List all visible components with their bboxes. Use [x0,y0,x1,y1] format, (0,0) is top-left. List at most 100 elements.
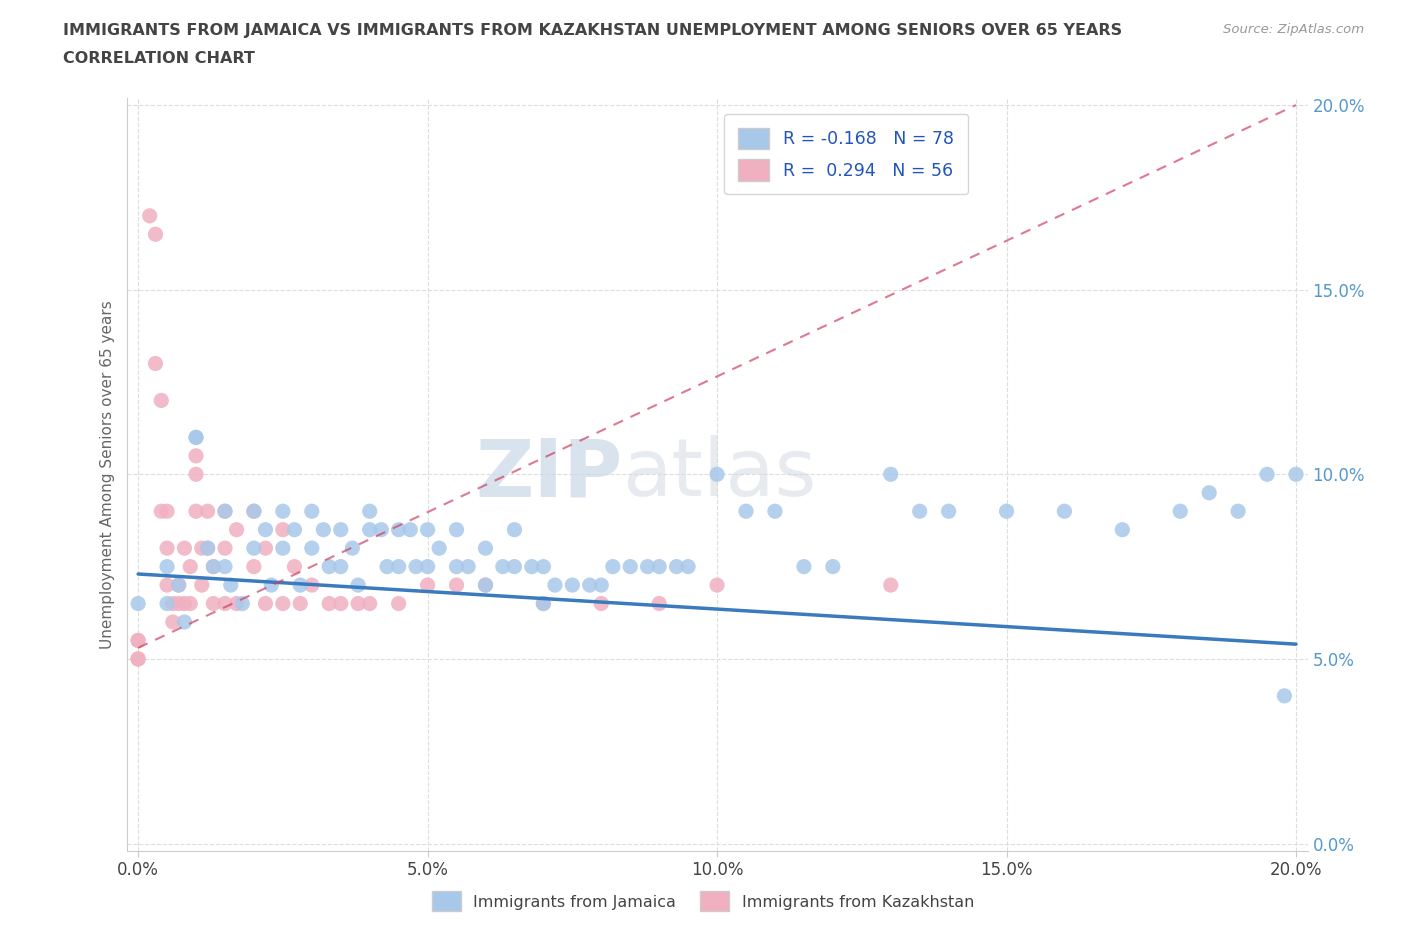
Point [735,504,758,519]
Point [202,559,225,574]
Point [156,559,179,574]
Point [231,596,253,611]
Point [214,504,236,519]
Point [243,504,266,519]
Point [145,356,167,371]
Point [1053,504,1076,519]
Point [388,596,411,611]
Point [329,596,352,611]
Point [370,523,392,538]
Point [474,540,496,555]
Point [271,504,294,519]
Point [225,596,247,611]
Point [359,596,381,611]
Point [156,578,179,592]
Point [375,559,398,574]
Point [173,540,195,555]
Point [1285,467,1308,482]
Point [127,633,149,648]
Point [184,504,207,519]
Point [359,523,381,538]
Point [446,559,468,574]
Point [347,578,370,592]
Point [1274,688,1296,703]
Point [202,596,225,611]
Text: atlas: atlas [623,435,817,513]
Point [474,578,496,592]
Point [271,540,294,555]
Point [179,596,201,611]
Point [283,559,305,574]
Point [290,578,312,592]
Point [416,523,439,538]
Text: ZIP: ZIP [475,435,623,513]
Point [191,578,214,592]
Point [167,578,190,592]
Point [214,559,236,574]
Point [474,578,496,592]
Point [648,559,671,574]
Point [254,523,277,538]
Point [648,596,671,611]
Point [1227,504,1250,519]
Point [179,559,201,574]
Point [290,596,312,611]
Point [254,540,277,555]
Point [503,559,526,574]
Point [184,430,207,445]
Point [150,504,173,519]
Point [243,504,266,519]
Point [243,559,266,574]
Legend: R = -0.168   N = 78, R =  0.294   N = 56: R = -0.168 N = 78, R = 0.294 N = 56 [724,113,969,194]
Point [156,540,179,555]
Point [173,596,195,611]
Point [184,430,207,445]
Point [1198,485,1220,500]
Point [214,540,236,555]
Point [1111,523,1133,538]
Point [492,559,515,574]
Point [995,504,1018,519]
Point [706,467,728,482]
Point [329,523,352,538]
Point [184,448,207,463]
Point [342,540,364,555]
Point [138,208,160,223]
Y-axis label: Unemployment Among Seniors over 65 years: Unemployment Among Seniors over 65 years [100,300,115,649]
Point [191,540,214,555]
Point [619,559,641,574]
Point [665,559,688,574]
Point [503,523,526,538]
Point [544,578,567,592]
Point [156,504,179,519]
Text: Source: ZipAtlas.com: Source: ZipAtlas.com [1223,23,1364,36]
Point [578,578,600,592]
Point [793,559,815,574]
Point [388,523,411,538]
Point [173,615,195,630]
Point [561,578,583,592]
Point [283,523,305,538]
Point [127,596,149,611]
Point [329,559,352,574]
Point [214,596,236,611]
Point [416,559,439,574]
Point [162,615,184,630]
Point [637,559,659,574]
Point [225,523,247,538]
Point [127,652,149,667]
Point [706,578,728,592]
Point [908,504,931,519]
Point [318,596,340,611]
Legend: Immigrants from Jamaica, Immigrants from Kazakhstan: Immigrants from Jamaica, Immigrants from… [426,885,980,917]
Point [1168,504,1191,519]
Point [405,559,427,574]
Point [676,559,699,574]
Text: CORRELATION CHART: CORRELATION CHART [63,51,254,66]
Point [388,559,411,574]
Point [399,523,422,538]
Point [254,596,277,611]
Point [156,596,179,611]
Point [591,596,613,611]
Point [1256,467,1278,482]
